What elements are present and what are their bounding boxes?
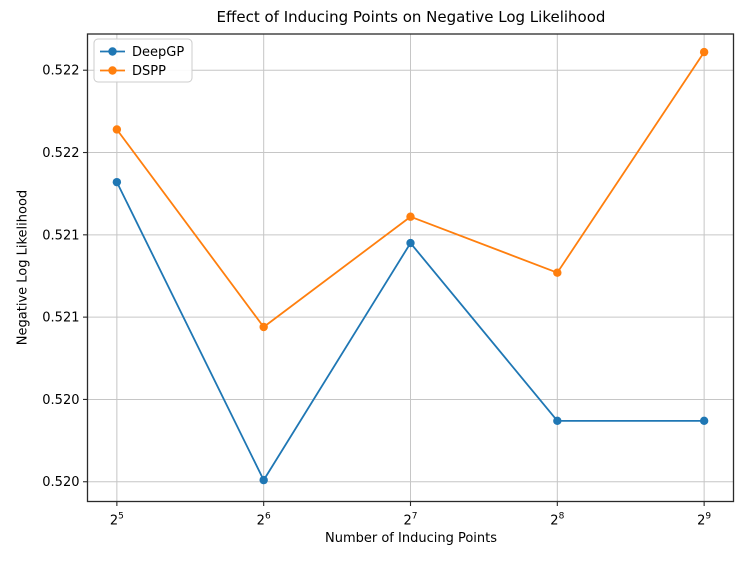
y-tick-label: 0.520 (42, 393, 79, 408)
chart-title: Effect of Inducing Points on Negative Lo… (216, 8, 606, 26)
data-point-marker-dspp (112, 125, 122, 134)
x-tick-label: 26 (257, 512, 271, 529)
legend-marker-deepgp (108, 47, 117, 56)
data-point-marker-deepgp (553, 416, 562, 426)
legend-label-deepgp: DeepGP (132, 45, 184, 60)
data-point-marker-dspp (406, 212, 415, 221)
y-tick-label: 0.521 (42, 311, 79, 326)
data-point-marker-deepgp (699, 416, 709, 426)
x-tick-label: 27 (403, 512, 417, 529)
data-point-marker-dspp (699, 47, 709, 57)
data-point-marker-deepgp (406, 238, 415, 248)
x-tick-label: 28 (550, 512, 564, 529)
x-tick-label: 29 (697, 512, 711, 529)
y-tick-label: 0.521 (42, 228, 79, 243)
data-point-marker-deepgp (259, 475, 268, 485)
data-point-marker-deepgp (112, 177, 122, 187)
x-axis-label: Number of Inducing Points (324, 531, 497, 546)
legend-label-dspp: DSPP (132, 64, 166, 79)
data-point-marker-dspp (553, 268, 562, 277)
data-point-marker-dspp (259, 322, 268, 332)
y-tick-label: 0.520 (42, 475, 79, 490)
x-tick-label: 25 (110, 512, 124, 529)
y-tick-label: 0.522 (42, 64, 79, 79)
y-tick-label: 0.522 (42, 146, 79, 161)
legend-marker-dspp (108, 66, 117, 75)
